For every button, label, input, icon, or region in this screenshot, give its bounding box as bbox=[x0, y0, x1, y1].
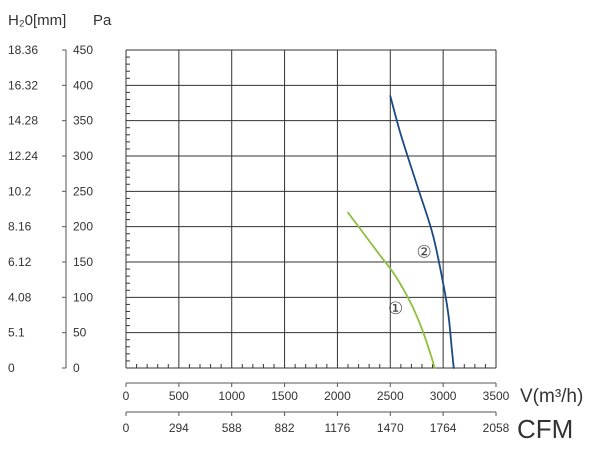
mm-tick-label: 4.08 bbox=[8, 290, 32, 304]
series-label-2: ② bbox=[416, 242, 431, 262]
left-axis-title: H₂0[mm] bbox=[8, 12, 66, 29]
pa-tick-label: 200 bbox=[73, 220, 93, 234]
x-tick-label: 0 bbox=[123, 389, 130, 403]
cfm-tick-label: 588 bbox=[222, 421, 242, 435]
tick-labels: 0 50 100 150 200 250 300 350 400 450 0 5.1 4.08 6.12 8… bbox=[8, 43, 510, 435]
cfm-tick-label: 1470 bbox=[377, 421, 404, 435]
series-line-1 bbox=[347, 211, 436, 369]
cfm-tick-label: 1764 bbox=[430, 421, 457, 435]
mm-tick-label: 5.1 bbox=[8, 326, 25, 340]
mm-tick-label: 16.32 bbox=[8, 78, 38, 92]
mm-tick-label: 8.16 bbox=[8, 220, 32, 234]
grid bbox=[125, 49, 497, 369]
mm-tick-label: 10.2 bbox=[8, 184, 32, 198]
x-axis-title: V(m³/h) bbox=[520, 386, 583, 407]
cfm-tick-label: 0 bbox=[123, 421, 130, 435]
mm-tick-label: 18.36 bbox=[8, 43, 38, 57]
mm-tick-label: 14.28 bbox=[8, 114, 38, 128]
series-label-1: ① bbox=[388, 299, 403, 319]
pa-tick-label: 100 bbox=[73, 290, 93, 304]
x-tick-label: 2500 bbox=[377, 389, 404, 403]
x-tick-label: 2000 bbox=[324, 389, 351, 403]
x-tick-label: 1500 bbox=[271, 389, 298, 403]
x-tick-label: 500 bbox=[169, 389, 189, 403]
pa-tick-label: 0 bbox=[73, 361, 80, 375]
pa-tick-label: 350 bbox=[73, 114, 93, 128]
mm-tick-label: 6.12 bbox=[8, 255, 32, 269]
cfm-tick-label: 2058 bbox=[483, 421, 510, 435]
pa-tick-label: 300 bbox=[73, 149, 93, 163]
mm-tick-label: 0 bbox=[8, 361, 15, 375]
pa-tick-label: 250 bbox=[73, 184, 93, 198]
series-lines bbox=[347, 95, 455, 369]
pa-tick-label: 50 bbox=[73, 326, 87, 340]
x-tick-label: 1000 bbox=[218, 389, 245, 403]
right-axis-title: Pa bbox=[93, 12, 112, 29]
pa-tick-label: 400 bbox=[73, 78, 93, 92]
x-tick-label: 3500 bbox=[483, 389, 510, 403]
axes bbox=[62, 49, 497, 416]
x-tick-label: 3000 bbox=[430, 389, 457, 403]
cfm-tick-label: 882 bbox=[275, 421, 295, 435]
pa-tick-label: 150 bbox=[73, 255, 93, 269]
cfm-tick-label: 294 bbox=[169, 421, 189, 435]
cfm-title: CFM bbox=[517, 414, 573, 444]
series-line-2 bbox=[389, 95, 455, 369]
cfm-tick-label: 1176 bbox=[325, 421, 351, 435]
mm-tick-label: 12.24 bbox=[8, 149, 38, 163]
pa-tick-label: 450 bbox=[73, 43, 93, 57]
